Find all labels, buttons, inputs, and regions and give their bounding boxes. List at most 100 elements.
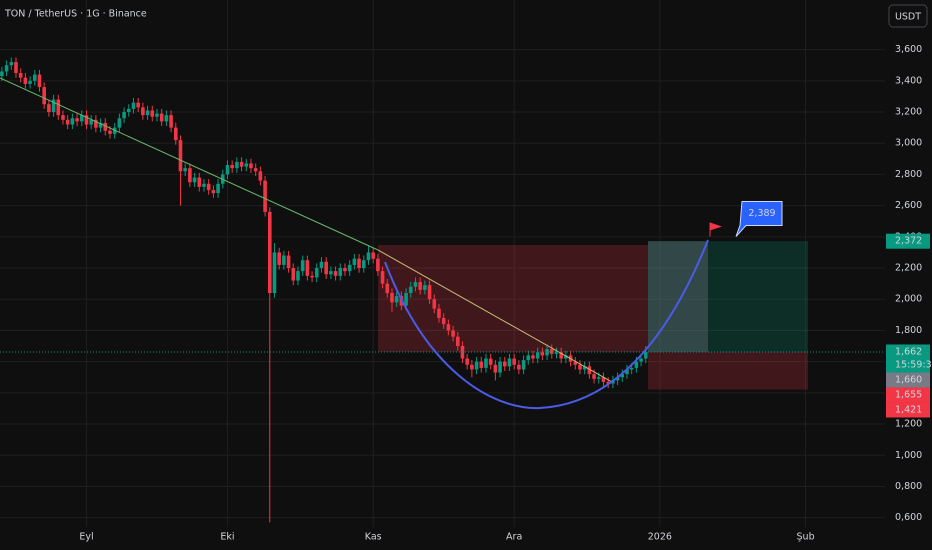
candle-body [601,377,606,382]
candle-body [493,364,498,373]
candle-body [244,163,249,167]
candle-body [108,130,112,134]
candle-body [531,355,535,359]
candle-body [4,65,9,72]
candle-body [89,119,93,125]
x-tick-label: Eyl [79,532,93,543]
candle-body [639,358,643,362]
candle-body [427,285,432,300]
candle-body [329,271,333,275]
trend-line [0,77,379,251]
candle-body [230,165,234,169]
candle-body [357,258,361,269]
price-label: 1,660 [895,374,922,385]
plot [0,57,648,523]
x-tick-label: Kas [365,532,382,543]
candle-body [188,168,192,183]
price-label: 1,655 [895,389,922,400]
candle-body [498,361,502,373]
candle-body [37,74,42,88]
candle-body [380,271,385,284]
price-label: 1,421 [895,404,922,415]
stop-zone [648,351,808,390]
candle-body [47,104,51,113]
candle-body [263,180,267,212]
candle-body [296,271,300,281]
candle-body [376,258,380,272]
candle-body [173,127,178,141]
candle-body [183,168,187,172]
candle-body [408,286,413,294]
candle-body [272,252,277,294]
candle-body [587,366,592,375]
price-label-bg [886,387,930,403]
price-label-bg [886,233,930,249]
candle-body [413,282,418,287]
candle-body [56,99,61,116]
candle-body [141,107,145,116]
candle-body [390,293,394,303]
candle-body [258,171,263,181]
candle-body [197,177,202,187]
candle-body [131,102,136,109]
candle-body [164,115,169,122]
candle-body [305,260,310,276]
candle-body [136,102,140,108]
countdown: 15:59:30 [895,359,932,370]
price-label-bg [886,344,930,373]
candle-body [488,358,493,365]
candle-body [145,110,150,116]
candle-body [582,366,587,370]
candle-body [32,74,37,81]
currency-button[interactable] [888,4,928,28]
candle-body [620,374,625,378]
candle-body [404,293,408,306]
candle-body [333,271,338,276]
candle-body [371,252,375,259]
candle-body [225,165,230,175]
candle-body [235,161,239,169]
candle-body [9,62,14,66]
y-tick-label: 0,800 [895,481,922,492]
candle-body [441,317,446,325]
candle-body [578,364,582,370]
candle-body [75,118,79,122]
candle-body [446,324,451,331]
candle-body [112,127,117,134]
candle-body [394,296,399,303]
candle-body [573,361,578,365]
candle-body [79,115,84,122]
candle-body [117,118,122,128]
candle-body [385,283,390,294]
candle-body [282,255,286,265]
candle-body [94,119,98,128]
candle-body [592,374,596,379]
candle-body [474,361,479,370]
y-tick-label: 1,000 [895,450,922,461]
candle-body [423,285,427,290]
candle-body [249,163,253,169]
candle-body [634,361,639,368]
candle-body [253,168,258,172]
candle-body [338,268,343,276]
candle-body [103,122,108,131]
candle-body [150,110,155,117]
candle-body [545,349,549,356]
candle-body [155,113,159,117]
range-box [378,245,648,352]
candle-body [512,358,516,365]
candle-body [206,183,211,191]
candle-body [70,118,75,125]
candle-body [0,71,4,77]
candle-body [169,115,173,128]
price-label-bg [886,372,930,388]
callout-label: 2,389 [748,208,775,219]
candle-body [361,260,366,269]
candle-body [432,299,437,309]
candle-body [216,183,220,194]
candle-body [239,161,244,167]
candle-body [286,255,291,269]
candle-body [625,369,629,375]
